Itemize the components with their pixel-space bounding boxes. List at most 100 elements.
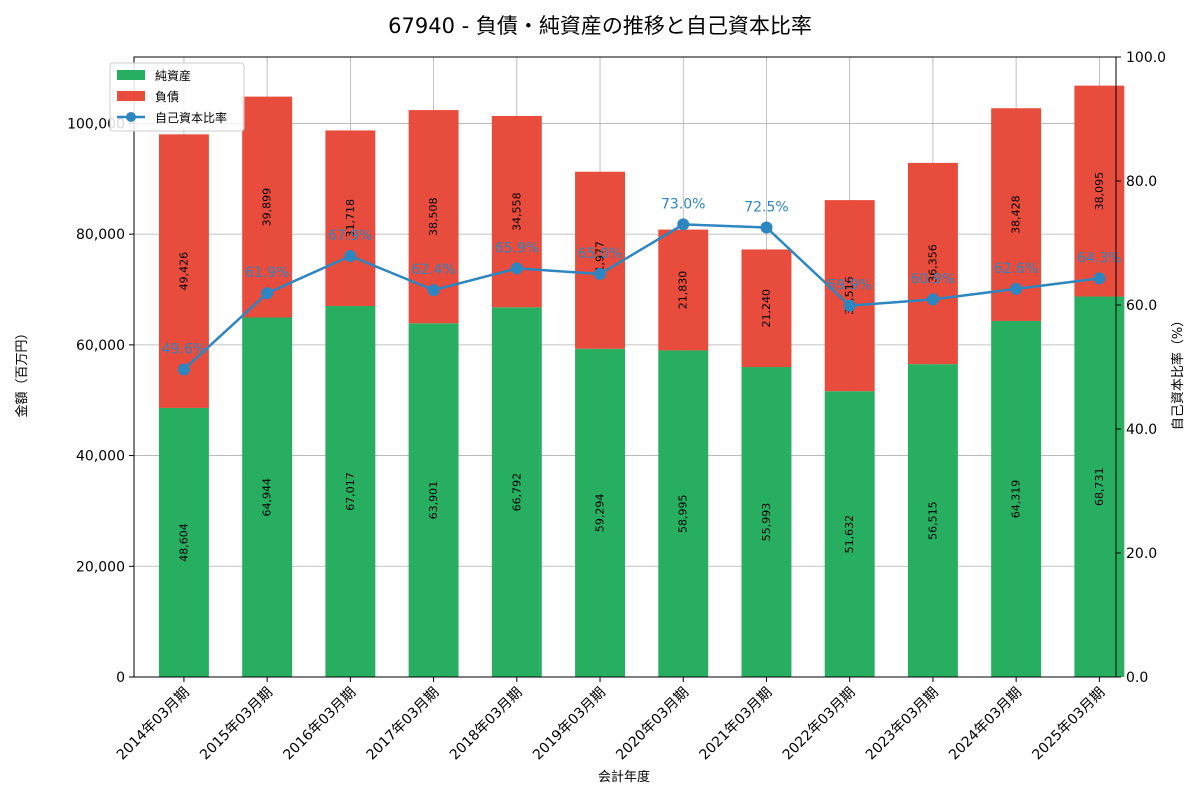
ratio-point [594,268,607,280]
y-right-tick-label: 100.0 [1126,50,1166,66]
x-tick-label: 2014年03月期 [114,685,193,764]
ratio-point [427,284,440,297]
bar-label-net-assets: 55,993 [760,503,773,542]
bar-label-liabilities: 36,356 [926,244,939,283]
ratio-label: 60.9% [911,271,955,287]
y-tick-label: 20,000 [76,559,125,575]
y-right-tick-label: 80.0 [1126,174,1157,190]
bar-label-net-assets: 64,319 [1010,480,1023,519]
ratio-point [843,299,856,312]
x-tick-label: 2018年03月期 [447,685,526,764]
y-right-tick-label: 60.0 [1126,298,1157,314]
ratio-point [261,287,274,300]
legend-marker-ratio [126,112,136,122]
x-tick-label: 2020年03月期 [613,685,692,764]
ratio-label: 62.6% [994,261,1038,277]
x-tick-label: 2017年03月期 [364,685,443,764]
ratio-point [677,218,690,231]
bar-net-assets [408,323,459,677]
y-right-tick-labels: 0.0 20.0 40.0 60.0 80.0 100.0 [1116,50,1166,686]
bar-liabilities [907,162,958,365]
bar-net-assets [158,407,209,677]
ratio-point [926,293,939,306]
x-tick-label: 2015年03月期 [197,685,276,764]
x-tick-label: 2023年03月期 [863,685,942,764]
ratio-label: 59.9% [827,278,871,294]
bar-label-net-assets: 67,017 [344,472,357,511]
bar-label-net-assets: 48,604 [177,523,190,562]
ratio-point [177,363,190,376]
bar-net-assets [824,391,875,677]
bar-label-liabilities: 34,558 [510,192,523,231]
bar-net-assets [491,307,542,677]
y-tick-label: 80,000 [76,227,125,243]
bar-label-net-assets: 59,294 [594,494,607,533]
bar-label-net-assets: 58,995 [677,494,690,533]
ratio-point [510,262,523,275]
ratio-label: 65.0% [578,246,622,262]
legend-swatch-liabilities [117,91,145,101]
bar-label-liabilities: 21,240 [760,289,773,328]
bar-net-assets [658,350,709,677]
bar-liabilities [242,96,293,318]
bar-liabilities [158,134,209,408]
x-tick-label: 2016年03月期 [280,685,359,764]
bar-label-net-assets: 63,901 [427,481,440,520]
ratio-label: 73.0% [661,196,705,212]
bar-net-assets [907,364,958,677]
bar-liabilities [824,200,875,392]
bar-label-net-assets: 56,515 [926,501,939,540]
bar-liabilities [325,130,376,307]
y-tick-label: 60,000 [76,338,125,354]
plot-border [133,56,1117,678]
bar-label-liabilities: 21,830 [677,271,690,310]
ratio-label: 49.6% [162,341,206,357]
y-right-tick-label: 0.0 [1126,670,1148,686]
y-right-axis-label: 自己資本比率（%） [1170,314,1186,430]
ratio-point [1010,282,1023,295]
y-right-tick-label: 40.0 [1126,422,1157,438]
bar-label-net-assets: 68,731 [1093,468,1106,507]
ratio-label: 72.5% [744,200,788,216]
x-tick-label: 2019年03月期 [530,685,609,764]
bar-labels-group: 48,604 49,426 64,944 39,899 67,017 31,718 63,9… [177,172,1105,562]
bar-label-liabilities: 49,426 [177,252,190,291]
bar-net-assets [741,367,792,677]
bar-liabilities [575,171,625,349]
bar-label-net-assets: 64,944 [261,478,274,516]
bar-net-assets [325,306,376,677]
bar-label-liabilities: 38,428 [1010,195,1023,234]
ratio-point [1093,272,1106,285]
plot-frame [133,56,1117,678]
bar-liabilities [491,115,542,308]
ratio-label: 62.4% [411,262,455,278]
ratio-line [183,223,1100,371]
bar-label-liabilities: 38,508 [427,197,440,236]
ratio-point [760,221,773,234]
bar-label-net-assets: 51,632 [843,515,856,554]
bar-label-net-assets: 66,792 [510,473,523,512]
bar-liabilities [658,229,709,351]
y-axis-label: 金額（百万円） [14,326,30,417]
x-tick-label: 2025年03月期 [1029,685,1108,764]
x-tick-label: 2024年03月期 [946,685,1025,764]
x-tick-label: 2021年03月期 [696,685,775,764]
y-tick-label: 0 [116,670,125,686]
y-tick-label: 40,000 [76,449,125,465]
ratio-line-group: 49.6% 61.9% 67.9% 62.4% 65.9% 65.0% 73.0% 72.5%… [162,196,1122,376]
ratio-label: 64.3% [1077,250,1121,266]
y-right-tick-label: 20.0 [1126,546,1157,562]
ratio-label: 65.9% [495,240,539,256]
legend-label-net-assets: 純資産 [155,68,191,83]
bars-group [158,85,1125,677]
x-axis-label: 会計年度 [598,769,650,785]
bar-liabilities [741,249,792,368]
ratio-point [344,250,357,263]
legend-label-ratio: 自己資本比率 [155,110,227,125]
chart-title: 67940 - 負債・純資産の推移と自己資本比率 [388,14,812,38]
x-tick-labels: 2014年03月期 2015年03月期 2016年03月期 2017年03月期 2018… [114,677,1108,763]
bar-net-assets [242,317,293,677]
